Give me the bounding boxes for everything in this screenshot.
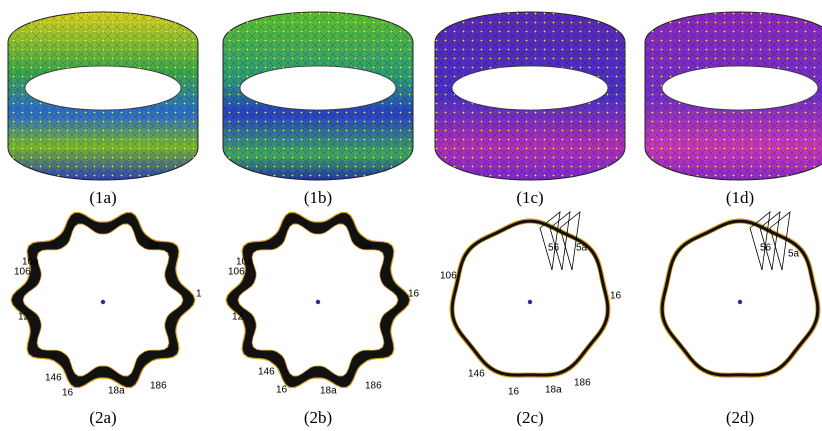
cylinder-hole (25, 66, 181, 110)
ring-label: 5a (576, 243, 588, 254)
ring-label: 106 (440, 271, 457, 282)
ring-label: 56 (760, 243, 772, 254)
caption: (2d) (726, 408, 754, 427)
ring-label: 16 (276, 385, 288, 396)
center-dot (528, 300, 532, 304)
ring-label: 146 (258, 367, 275, 378)
caption: (2b) (304, 408, 332, 427)
ring-label: 56 (548, 243, 560, 254)
ring-label: 106 (228, 267, 245, 278)
caption: (1a) (89, 188, 116, 207)
cylinder-hole (452, 66, 608, 110)
ring-label: 18a (108, 386, 125, 397)
ring-label: 186 (365, 381, 382, 392)
caption: (1b) (304, 188, 332, 207)
ring-label: 1 (196, 289, 202, 300)
ring-label: 12 (232, 312, 244, 323)
center-dot (101, 300, 105, 304)
ring-label: 16 (62, 388, 74, 399)
figure: (1a)(1b)(1c)(1d)5a10a1061121461618a186(2… (0, 0, 822, 431)
caption: (2c) (516, 408, 543, 427)
ring-label: 18a (320, 386, 337, 397)
ring-label: 186 (150, 381, 167, 392)
ring-label: 18a (545, 385, 562, 396)
caption: (2a) (89, 408, 116, 427)
ring-label: 16 (508, 387, 520, 398)
ring-label: 16 (408, 289, 420, 300)
ring-label: 106 (14, 267, 31, 278)
caption: (1d) (726, 188, 754, 207)
cylinder-hole (240, 66, 396, 110)
ring-label: 186 (574, 378, 591, 389)
caption: (1c) (516, 188, 543, 207)
ring-label: 16 (610, 291, 622, 302)
ring-label: 5a (788, 249, 800, 260)
ring-inner (664, 223, 816, 373)
ring-label: 146 (468, 369, 485, 380)
ring-label: 12 (18, 312, 30, 323)
ring-label: 5a (148, 241, 160, 252)
center-dot (316, 300, 320, 304)
center-dot (738, 300, 742, 304)
ring-label: 5a (360, 241, 372, 252)
cylinder-hole (662, 66, 818, 110)
ring-label: 146 (45, 373, 62, 384)
